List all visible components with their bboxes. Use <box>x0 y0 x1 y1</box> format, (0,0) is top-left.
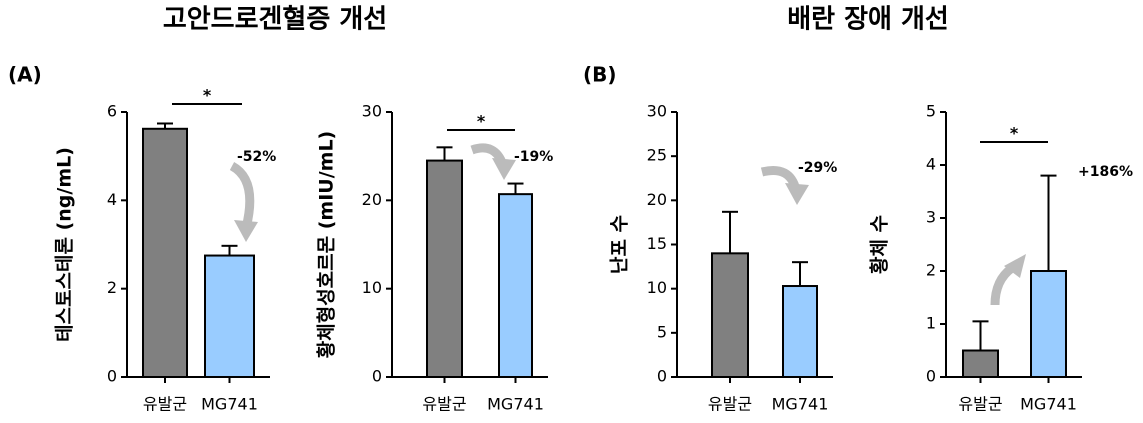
x-tick-label: 유발군 <box>143 395 187 414</box>
y-tick-label: 10 <box>362 278 382 297</box>
y-tick-label: 0 <box>657 367 667 386</box>
y-tick-label: 30 <box>362 102 382 121</box>
bar <box>782 285 818 378</box>
x-tick-label: MG741 <box>1020 395 1077 414</box>
y-axis-label: 황체 수 <box>868 215 891 274</box>
trend-arrow <box>990 264 1015 306</box>
y-tick-label: 0 <box>372 367 382 386</box>
y-axis-label: 테스토스테론 (ng/mL) <box>54 147 76 342</box>
x-tick-label: MG741 <box>772 395 829 414</box>
y-tick-label: 6 <box>107 102 117 121</box>
x-tick-label: 유발군 <box>422 395 466 414</box>
x-tick-label: MG741 <box>487 395 544 414</box>
y-tick-label: 2 <box>926 261 936 280</box>
y-tick-label: 0 <box>107 367 117 386</box>
arrow-head <box>492 158 516 180</box>
trend-arrow <box>229 162 255 230</box>
y-tick-label: 4 <box>107 190 117 209</box>
y-tick-label: 1 <box>926 314 936 333</box>
y-tick-label: 2 <box>107 278 117 297</box>
section-title: 고안드로겐혈증 개선 <box>163 5 387 35</box>
panel-label: (A) <box>8 63 42 87</box>
annotation: +186% <box>1078 164 1133 180</box>
bar <box>962 349 999 378</box>
bar <box>1030 270 1067 378</box>
annotation: -29% <box>798 160 837 176</box>
y-tick-label: 3 <box>926 208 936 227</box>
y-tick-label: 5 <box>926 102 936 121</box>
y-tick-label: 4 <box>926 155 936 174</box>
y-tick-label: 15 <box>647 234 667 253</box>
y-tick-label: 30 <box>647 102 667 121</box>
annotation: -19% <box>514 149 553 165</box>
bar <box>426 159 463 378</box>
y-axis-label: 황체형성호르몬 (mIU/mL) <box>315 131 338 358</box>
y-tick-label: 25 <box>647 146 667 165</box>
bar <box>142 127 188 378</box>
y-tick-label: 10 <box>647 278 667 297</box>
section-title: 배란 장애 개선 <box>787 5 949 35</box>
bar <box>498 193 533 378</box>
arrow-head <box>234 220 258 242</box>
x-tick-label: 유발군 <box>958 395 1002 414</box>
y-tick-label: 20 <box>362 190 382 209</box>
arrow-head <box>785 183 809 205</box>
panel-label: (B) <box>583 63 617 87</box>
arrow-head <box>1004 254 1026 278</box>
x-tick-label: 유발군 <box>708 395 752 414</box>
x-tick-label: MG741 <box>201 395 258 414</box>
y-tick-label: 0 <box>926 367 936 386</box>
y-axis-label: 난포 수 <box>609 215 631 274</box>
bar <box>204 254 255 379</box>
bar <box>711 252 749 378</box>
y-tick-label: 5 <box>657 322 667 341</box>
significance-mark: * <box>477 112 486 131</box>
y-tick-label: 20 <box>647 190 667 209</box>
significance-mark: * <box>203 86 212 105</box>
significance-mark: * <box>1010 124 1019 143</box>
annotation: -52% <box>237 149 276 165</box>
